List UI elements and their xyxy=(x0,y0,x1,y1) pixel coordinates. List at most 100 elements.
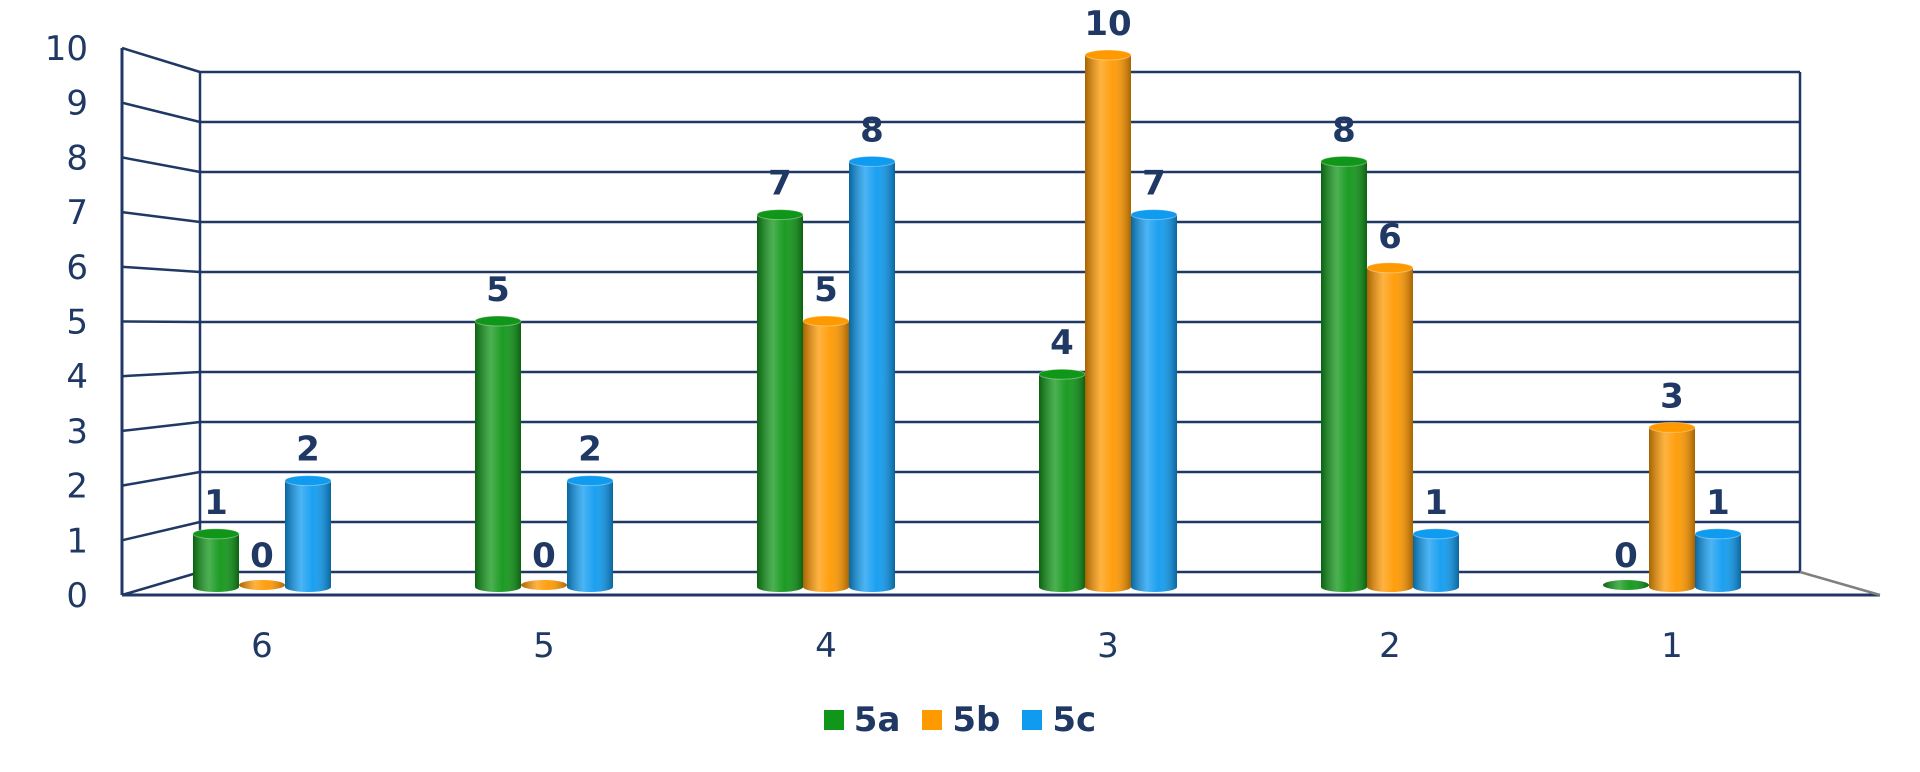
data-label-5a-5: 5 xyxy=(486,270,510,310)
data-label-5b-5: 0 xyxy=(532,536,556,576)
bar-top-cap xyxy=(192,528,240,540)
x-tick-label: 5 xyxy=(533,626,555,666)
x-tick-label: 6 xyxy=(251,626,273,666)
bar-base-shade xyxy=(849,582,895,592)
data-label-5c-2: 1 xyxy=(1424,483,1448,523)
y-tick-label: 5 xyxy=(66,303,88,343)
gridlines xyxy=(121,46,1800,597)
legend-item-5a: 5a xyxy=(823,700,900,740)
x-tick-label: 1 xyxy=(1661,626,1683,666)
bar-5a-2 xyxy=(1320,155,1368,592)
sidewall-line-1 xyxy=(121,520,201,542)
bar-5c-6 xyxy=(284,475,332,592)
data-label-5c-6: 2 xyxy=(296,430,320,470)
y-tick-label: 1 xyxy=(66,521,88,561)
bar-5b-2 xyxy=(1366,262,1414,592)
sidewall-line-2 xyxy=(121,470,201,487)
bar-base-shade xyxy=(1085,582,1131,592)
bar-shade xyxy=(567,480,613,587)
legend: 5a 5b 5c xyxy=(0,700,1920,740)
data-label-5b-4: 5 xyxy=(814,270,838,310)
bar-shade xyxy=(803,321,849,587)
bar-5a-1 xyxy=(1603,580,1649,590)
y-tick-label: 3 xyxy=(66,412,88,452)
bar-5b-4 xyxy=(802,315,850,592)
sidewall-line-5 xyxy=(121,320,201,324)
bar-shade xyxy=(1085,55,1131,587)
bar-top-cap xyxy=(1320,155,1368,167)
bar-top-cap xyxy=(474,315,522,327)
bar-base-shade xyxy=(285,582,331,592)
bar-5b-6 xyxy=(239,580,285,590)
bar-top-cap xyxy=(848,155,896,167)
data-label-5b-2: 6 xyxy=(1378,217,1402,257)
y-tick-label: 7 xyxy=(66,193,88,233)
y-tick-label: 0 xyxy=(66,576,88,616)
bar-5b-3 xyxy=(1084,49,1132,592)
bar-shade xyxy=(1131,214,1177,587)
sidewall-line-10 xyxy=(121,46,201,74)
bar-5c-1 xyxy=(1694,528,1742,592)
data-label-5c-3: 7 xyxy=(1142,164,1166,204)
data-label-5b-3: 10 xyxy=(1084,4,1131,44)
sidewall-line-0 xyxy=(121,570,201,597)
bar-shade xyxy=(757,214,803,587)
bar-5c-4 xyxy=(848,155,896,592)
bars xyxy=(192,49,1742,592)
bar-base-shade xyxy=(1695,582,1741,592)
legend-item-5c: 5c xyxy=(1022,700,1096,740)
data-label-5c-1: 1 xyxy=(1706,483,1730,523)
bar-shade xyxy=(1321,161,1367,587)
data-label-5a-6: 1 xyxy=(204,483,228,523)
data-label-5b-6: 0 xyxy=(250,536,274,576)
bar-base-shade xyxy=(1367,582,1413,592)
bar-5a-5 xyxy=(474,315,522,592)
data-label-5a-1: 0 xyxy=(1614,536,1638,576)
legend-swatch-5c xyxy=(1022,710,1043,730)
bar-base-shade xyxy=(803,582,849,592)
y-tick-label: 4 xyxy=(66,357,88,397)
legend-label-5b: 5b xyxy=(952,700,1001,740)
legend-swatch-5a xyxy=(823,710,844,730)
data-label-5a-4: 7 xyxy=(768,164,792,204)
bar-shade xyxy=(1367,267,1413,587)
bar-5c-2 xyxy=(1412,528,1460,592)
bar-top-cap xyxy=(1038,368,1086,380)
bar-5a-6 xyxy=(192,528,240,592)
legend-swatch-5b xyxy=(922,710,943,730)
y-tick-label: 2 xyxy=(66,467,88,507)
bar-zero-shade xyxy=(1603,580,1649,590)
sidewall-line-7 xyxy=(121,210,201,224)
bar-5b-5 xyxy=(521,580,567,590)
bar-base-shade xyxy=(1413,582,1459,592)
bar-top-cap xyxy=(756,209,804,221)
legend-label-5c: 5c xyxy=(1052,700,1097,740)
bar-top-cap xyxy=(284,475,332,487)
y-tick-label: 6 xyxy=(66,248,88,288)
bar-zero-shade xyxy=(521,580,567,590)
bar-base-shade xyxy=(757,582,803,592)
bar-top-cap xyxy=(1366,262,1414,274)
bar-top-cap xyxy=(566,475,614,487)
sidewall-line-3 xyxy=(121,420,201,433)
floor-right-edge xyxy=(1799,570,1881,597)
sidewall-line-6 xyxy=(121,265,201,274)
y-tick-label: 8 xyxy=(66,138,88,178)
bar-base-shade xyxy=(1649,582,1695,592)
y-tick-label: 9 xyxy=(66,84,88,124)
legend-item-5b: 5b xyxy=(922,700,1000,740)
bar-top-cap xyxy=(1084,49,1132,61)
bar-base-shade xyxy=(193,582,239,592)
y-tick-label: 10 xyxy=(45,29,88,69)
bar-shade xyxy=(1413,533,1459,587)
sidewall-line-4 xyxy=(121,370,201,378)
sidewall-line-9 xyxy=(121,101,201,124)
bar-top-cap xyxy=(1648,421,1696,433)
bar-shade xyxy=(1039,374,1085,587)
bar-shade xyxy=(285,480,331,587)
bar-shade xyxy=(849,161,895,587)
data-label-5a-2: 8 xyxy=(1332,110,1356,150)
